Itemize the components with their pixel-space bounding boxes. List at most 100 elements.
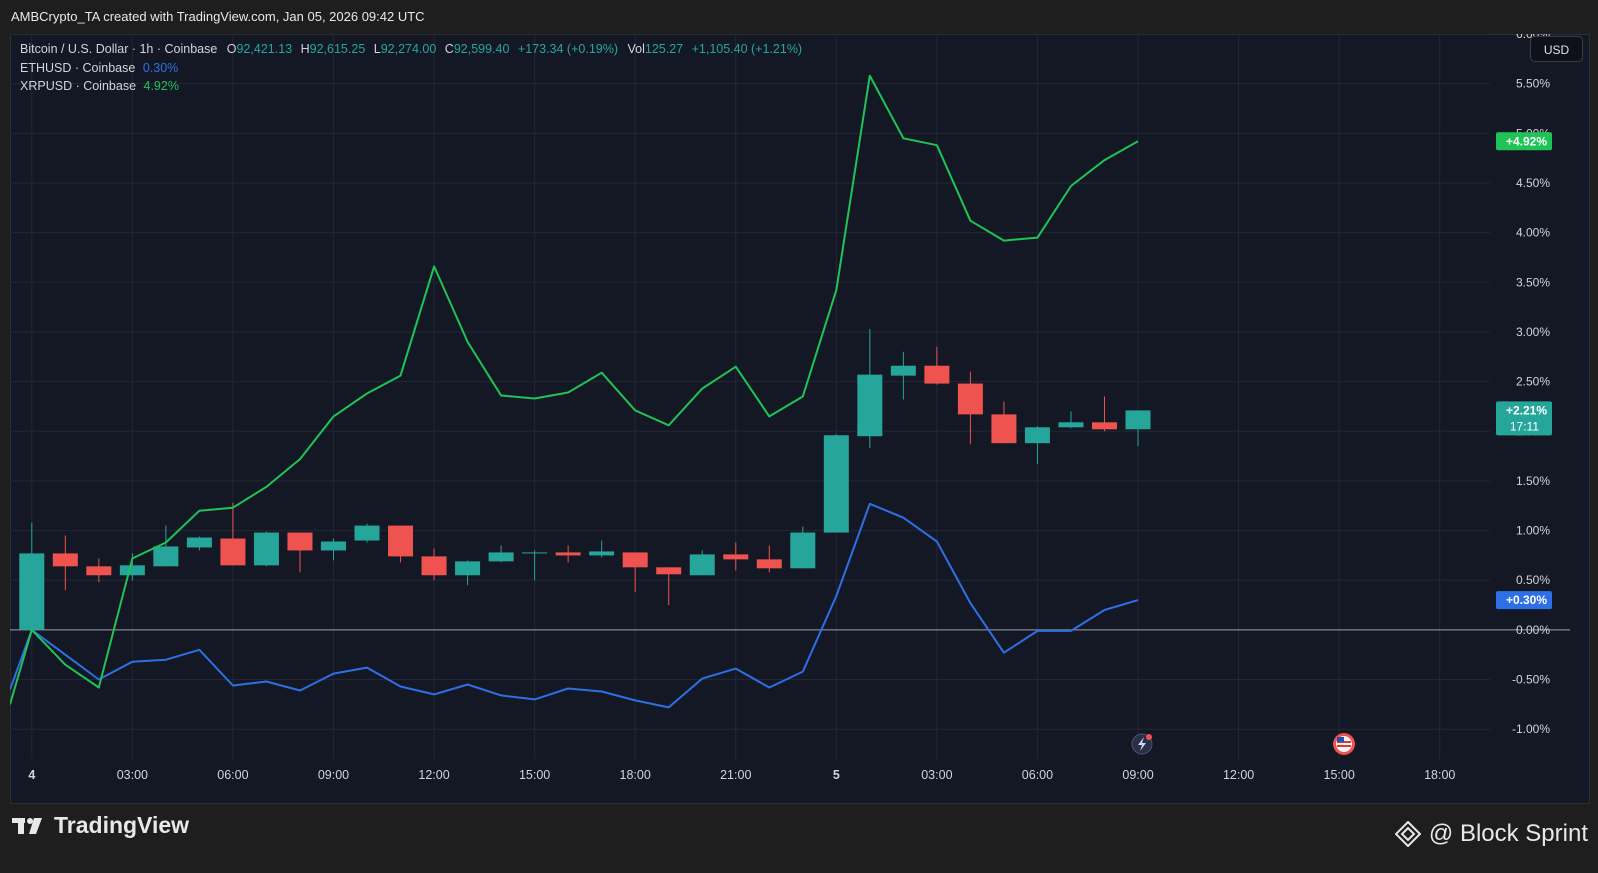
eth-price-label-bg (1496, 591, 1552, 610)
tradingview-logo-icon (12, 817, 42, 834)
x-tick-label: 15:00 (1324, 768, 1355, 782)
eth-price-label: +0.30% (1506, 593, 1547, 607)
y-tick-label: 4.00% (1516, 226, 1550, 240)
y-tick-label: 0.50% (1516, 573, 1550, 587)
candle-body (488, 552, 514, 562)
event-markers[interactable] (1131, 733, 1355, 755)
diamond-logo-icon (1394, 821, 1421, 847)
x-tick-label: 21:00 (720, 768, 751, 782)
x-tick-label: 12:00 (1223, 768, 1254, 782)
comparison-lines (10, 74, 1139, 709)
close-value: 92,599.40 (453, 42, 510, 56)
candle-body (589, 551, 615, 556)
low-value: 92,274.00 (380, 42, 437, 56)
btc-legend-row[interactable]: Bitcoin / U.S. Dollar · 1h · Coinbase O9… (20, 40, 802, 59)
eth-legend-row[interactable]: ETHUSD · Coinbase 0.30% (20, 59, 802, 78)
open-label: O (226, 42, 237, 56)
candle-body (287, 532, 313, 551)
footer-bar (0, 806, 1598, 873)
xrp-legend-value: 4.92% (143, 79, 179, 93)
candle-body (522, 552, 548, 554)
y-tick-label: 0.00% (1516, 623, 1550, 637)
lightning-event-icon[interactable] (1131, 733, 1153, 755)
candle-body (1125, 410, 1151, 430)
x-tick-label: 06:00 (1022, 768, 1053, 782)
x-tick-label: 09:00 (318, 768, 349, 782)
candle-body (1024, 427, 1050, 444)
candle-body (52, 553, 78, 567)
candle-body (555, 552, 581, 556)
btc-candles (19, 328, 1151, 630)
candle-body (421, 556, 447, 576)
candle-body (924, 365, 950, 384)
candle-body (823, 435, 849, 533)
y-tick-label: -1.00% (1512, 722, 1550, 736)
candle-body (857, 374, 883, 437)
chart-credit-bar: AMBCrypto_TA created with TradingView.co… (0, 0, 1598, 34)
x-tick-label: 18:00 (620, 768, 651, 782)
y-tick-label: 5.50% (1516, 77, 1550, 91)
y-tick-label: 1.00% (1516, 524, 1550, 538)
x-tick-label: 5 (833, 768, 840, 782)
chart-credit: AMBCrypto_TA created with TradingView.co… (11, 9, 425, 24)
open-value: 92,421.13 (236, 42, 293, 56)
us-flag-event-icon[interactable] (1333, 733, 1355, 755)
candle-body (756, 559, 782, 569)
candle-body (622, 552, 648, 568)
tradingview-logo[interactable]: TradingView (12, 812, 189, 839)
btc-price-label: +2.21% (1506, 403, 1547, 417)
btc-countdown-label: 17:11 (1510, 419, 1539, 433)
tradingview-brand: TradingView (54, 812, 190, 838)
candle-body (19, 553, 45, 630)
candle-body (991, 414, 1017, 444)
y-tick-label: 2.50% (1516, 375, 1550, 389)
y-tick-label: 3.00% (1516, 325, 1550, 339)
x-tick-label: 03:00 (117, 768, 148, 782)
candle-body (455, 561, 481, 576)
x-tick-label: 03:00 (921, 768, 952, 782)
xrp-price-label: +4.92% (1506, 134, 1547, 148)
x-tick-label: 4 (28, 768, 35, 782)
xrpusd-line (10, 74, 1139, 705)
price-chart[interactable]: -1.00%-0.50%0.00%0.50%1.00%1.50%2.00%2.5… (10, 34, 1590, 804)
volume-change: +1,105.40 (+1.21%) (691, 42, 803, 56)
candle-body (220, 538, 246, 566)
candle-body (388, 525, 414, 557)
high-value: 92,615.25 (309, 42, 366, 56)
candle-body (957, 383, 983, 415)
xrp-legend-row[interactable]: XRPUSD · Coinbase 4.92% (20, 77, 802, 96)
volume-value: 125.27 (644, 42, 684, 56)
grid-lines (10, 34, 1490, 759)
candle-body (723, 554, 749, 560)
candle-body (153, 546, 179, 567)
ethusd-line (10, 502, 1139, 709)
btc-price-label-bg (1496, 401, 1552, 436)
candle-body (186, 537, 212, 548)
x-tick-label: 18:00 (1424, 768, 1455, 782)
chart-pane[interactable] (10, 34, 1590, 804)
candle-body (119, 565, 145, 576)
high-label: H (300, 42, 310, 56)
eth-legend-value: 0.30% (142, 60, 179, 75)
x-tick-label: 15:00 (519, 768, 550, 782)
currency-button[interactable]: USD (1530, 36, 1583, 62)
candle-body (354, 525, 380, 541)
y-tick-label: 4.50% (1516, 176, 1550, 190)
y-tick-label: 1.50% (1516, 474, 1550, 488)
candle-body (253, 532, 279, 566)
watermark-text: @ Block Sprint (1428, 820, 1588, 847)
xrp-legend-name: XRPUSD · Coinbase (20, 79, 137, 93)
chart-legend: Bitcoin / U.S. Dollar · 1h · Coinbase O9… (20, 40, 802, 96)
volume-label: Vol (627, 42, 645, 56)
xrp-price-label-bg (1496, 132, 1552, 151)
price-labels: +4.92% +2.21% 17:11 +0.30% (1496, 132, 1552, 610)
low-label: L (373, 42, 381, 56)
close-label: C (444, 42, 454, 56)
change-value: +173.34 (+0.19%) (517, 42, 618, 56)
candle-body (1058, 422, 1084, 428)
x-tick-label: 06:00 (217, 768, 248, 782)
symbol-title: Bitcoin / U.S. Dollar · 1h · Coinbase (20, 42, 218, 56)
x-tick-label: 12:00 (418, 768, 449, 782)
candle-body (790, 532, 816, 569)
time-axis[interactable]: 4 03:00 06:00 09:00 12:00 15:00 18:00 21:00 5 03:… (28, 768, 1455, 782)
